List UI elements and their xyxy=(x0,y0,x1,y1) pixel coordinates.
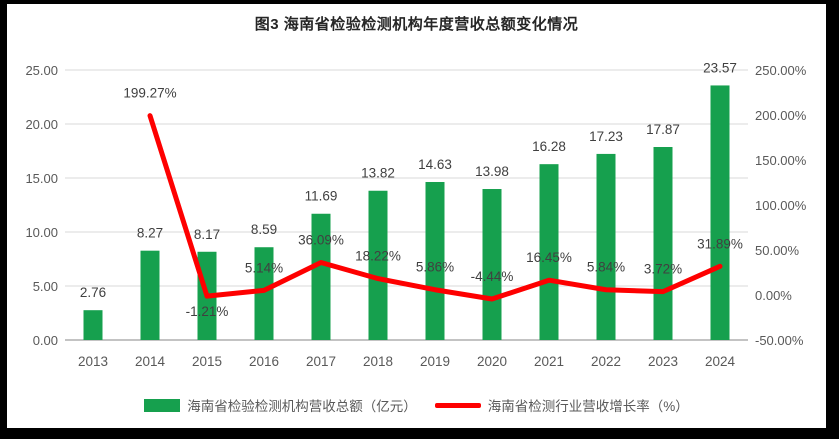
growth-value-label: 31.89% xyxy=(697,236,743,251)
bar-value-label: 23.57 xyxy=(703,60,737,75)
legend-item-growth: 海南省检测行业营收增长率（%） xyxy=(417,395,689,415)
right-axis-tick: 0.00% xyxy=(755,288,792,303)
bar-value-label: 13.82 xyxy=(361,166,395,181)
growth-value-label: -1.21% xyxy=(186,304,229,319)
bar-value-label: 16.28 xyxy=(532,139,566,154)
x-axis-tick: 2020 xyxy=(477,354,507,369)
x-axis-tick: 2013 xyxy=(78,354,108,369)
x-axis-tick: 2024 xyxy=(705,354,736,369)
growth-line xyxy=(147,113,723,302)
growth-value-label: 5.14% xyxy=(245,260,283,275)
right-axis-tick: 50.00% xyxy=(755,243,800,258)
line-series-swatch xyxy=(434,402,481,408)
left-axis-tick: 5.00 xyxy=(33,279,58,294)
growth-value-label: 5.84% xyxy=(587,260,625,275)
bar-value-label: 2.76 xyxy=(80,285,106,300)
bar-value-label: 14.63 xyxy=(418,157,452,172)
left-axis-tick: 10.00 xyxy=(25,225,58,240)
x-axis-tick: 2014 xyxy=(135,354,166,369)
bar-2020 xyxy=(482,189,502,340)
left-axis-tick: 20.00 xyxy=(25,117,58,132)
right-axis-tick: 150.00% xyxy=(755,153,807,168)
growth-value-label: -4.44% xyxy=(471,269,514,284)
x-axis-tick: 2018 xyxy=(363,354,393,369)
x-axis-tick: 2017 xyxy=(306,354,336,369)
bar-2016 xyxy=(254,247,274,340)
right-axis-tick: -50.00% xyxy=(755,333,804,348)
growth-value-label: 3.72% xyxy=(644,262,682,277)
bar-2019 xyxy=(425,181,445,340)
bar-2018 xyxy=(368,190,388,340)
bar-value-label: 13.98 xyxy=(475,164,509,179)
bar-2021 xyxy=(539,164,559,340)
bar-value-label: 8.17 xyxy=(194,227,220,242)
chart-area: 图3 海南省检验检测机构年度营收总额变化情况 25.00 20.00 15.00 10… xyxy=(7,4,826,428)
growth-value-label: 16.45% xyxy=(526,250,572,265)
bar-value-label: 8.59 xyxy=(251,222,277,237)
legend-label-growth: 海南省检测行业营收增长率（%） xyxy=(487,399,689,414)
growth-value-label: 18.22% xyxy=(355,249,401,264)
x-axis-tick: 2015 xyxy=(192,354,222,369)
bar-value-label: 17.23 xyxy=(589,129,623,144)
chart-title: 图3 海南省检验检测机构年度营收总额变化情况 xyxy=(254,16,579,33)
bar-value-label: 11.69 xyxy=(305,189,338,204)
right-axis-tick: 100.00% xyxy=(755,198,807,213)
bar-2024 xyxy=(710,85,730,340)
x-axis-tick: 2023 xyxy=(648,354,678,369)
left-axis-tick: 15.00 xyxy=(25,171,58,186)
growth-value-label: 5.86% xyxy=(416,260,454,275)
bar-value-label: 17.87 xyxy=(646,122,680,137)
bar-2023 xyxy=(653,147,673,340)
x-axis-tick: 2019 xyxy=(420,354,450,369)
growth-value-label: 36.09% xyxy=(298,233,344,248)
right-axis-tick: 250.00% xyxy=(755,63,807,78)
left-axis-tick: 0.00 xyxy=(33,333,58,348)
x-axis-tick: 2022 xyxy=(591,354,621,369)
bar-2017 xyxy=(311,213,331,340)
right-axis-tick: 200.00% xyxy=(755,108,807,123)
legend: 海南省检验检测机构营收总额（亿元） 海南省检测行业营收增长率（%） xyxy=(7,395,826,415)
x-axis-tick: 2021 xyxy=(534,354,564,369)
bar-2022 xyxy=(596,153,616,340)
growth-value-label: 199.27% xyxy=(123,86,176,101)
bar-2014 xyxy=(140,250,160,340)
legend-item-revenue: 海南省检验检测机构营收总额（亿元） xyxy=(144,395,417,415)
bar-value-label: 8.27 xyxy=(137,226,163,241)
left-axis-tick: 25.00 xyxy=(25,63,58,78)
legend-label-revenue: 海南省检验检测机构营收总额（亿元） xyxy=(187,399,417,414)
plot-svg: 25.00 20.00 15.00 10.00 5.00 0.00 250.00% 200.0… xyxy=(25,60,807,369)
bar-2013 xyxy=(83,310,103,340)
bar-series-swatch xyxy=(144,398,181,412)
x-axis-tick: 2016 xyxy=(249,354,279,369)
